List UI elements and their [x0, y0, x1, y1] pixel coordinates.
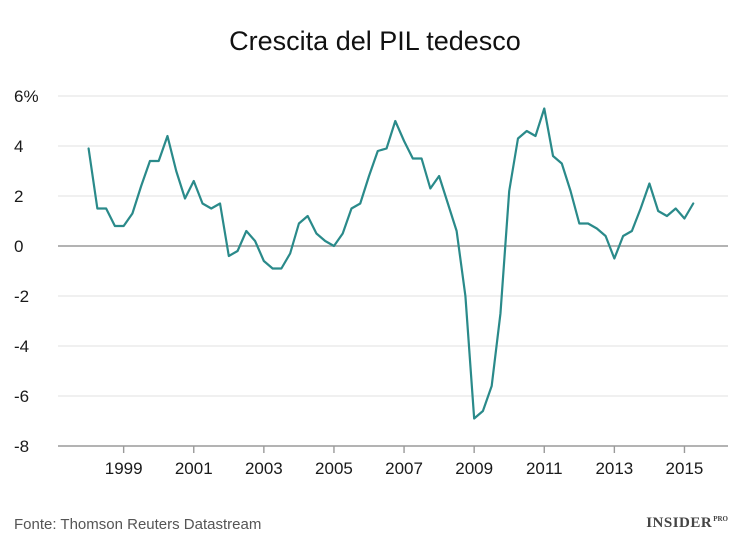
x-tick-label: 2003 [245, 459, 283, 478]
chart-title: Crescita del PIL tedesco [229, 26, 521, 56]
brand-sup: PRO [713, 515, 728, 523]
x-tick-label: 2009 [455, 459, 493, 478]
x-tick-label: 2001 [175, 459, 213, 478]
y-tick-label: 0 [14, 237, 23, 256]
x-tick-label: 2013 [595, 459, 633, 478]
brand-name: INSIDER [646, 515, 713, 531]
series-line [87, 107, 695, 420]
y-tick-label: 6% [14, 87, 39, 106]
x-tick-label: 2015 [666, 459, 704, 478]
x-tick-label: 2007 [385, 459, 423, 478]
brand-logo: INSIDERPRO [646, 515, 728, 532]
y-tick-label: 4 [14, 137, 23, 156]
x-tick-label: 2011 [526, 459, 563, 478]
axes [58, 245, 728, 453]
y-tick-label: -6 [14, 387, 29, 406]
y-tick-labels: 6% 4 2 0 -2 -4 -6 -8 [14, 87, 39, 456]
x-tick-labels: 1999 2001 2003 2005 2007 2009 2011 2013 2015 [105, 459, 704, 478]
y-tick-label: -4 [14, 337, 29, 356]
gridlines [58, 95, 728, 447]
x-tick-label: 2005 [315, 459, 353, 478]
source-note: Fonte: Thomson Reuters Datastream [14, 516, 262, 533]
y-tick-label: 2 [14, 187, 23, 206]
series-layer [87, 107, 695, 420]
x-tick-label: 1999 [105, 459, 143, 478]
y-tick-label: -2 [14, 287, 29, 306]
y-tick-label: -8 [14, 437, 29, 456]
